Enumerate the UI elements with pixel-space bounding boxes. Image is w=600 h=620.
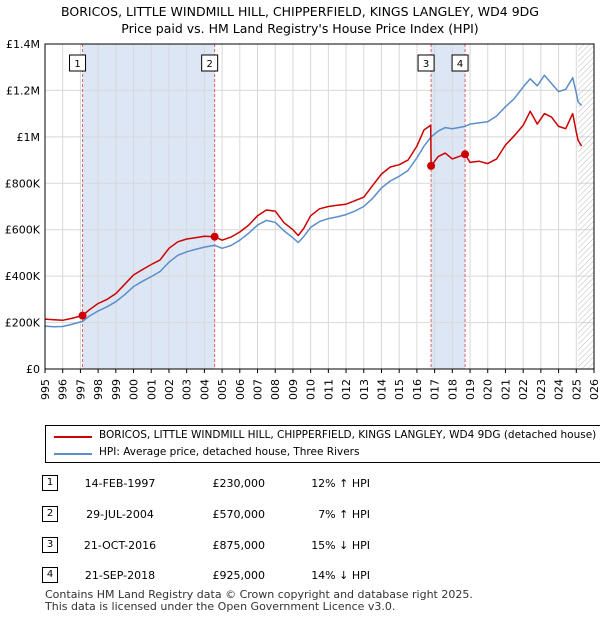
transaction-date: 21-OCT-2016 <box>83 539 157 552</box>
transaction-number-label: 2 <box>206 59 212 70</box>
transaction-row: 3 21-OCT-2016 £875,000 15% ↓ HPI <box>0 536 600 556</box>
x-tick-label: 2015 <box>393 379 406 400</box>
transaction-price: £570,000 <box>212 508 266 521</box>
x-tick-label: 2004 <box>198 379 211 400</box>
transaction-hpi-diff: 7% ↑ HPI <box>318 508 370 521</box>
forecast-hatch <box>578 44 594 369</box>
transaction-hpi-diff: 12% ↑ HPI <box>311 477 370 490</box>
x-tick-label: 2012 <box>340 379 353 400</box>
transaction-number-label: 3 <box>423 59 429 70</box>
x-tick-label: 2023 <box>535 379 548 400</box>
transaction-number-box <box>201 54 219 72</box>
legend-label-property: BORICOS, LITTLE WINDMILL HILL, CHIPPERFI… <box>99 429 597 441</box>
x-tick-label: 2022 <box>517 379 530 400</box>
y-tick-label: £200K <box>5 317 41 330</box>
x-tick-label: 2001 <box>145 379 158 400</box>
transaction-date: 14-FEB-1997 <box>84 477 156 490</box>
hpi-line <box>45 74 583 328</box>
y-tick-label: £1.4M <box>6 38 40 51</box>
transaction-number: 4 <box>42 567 58 583</box>
x-tick-label: 2011 <box>322 379 335 400</box>
x-tick-label: 2024 <box>553 379 566 400</box>
x-tick-label: 2010 <box>305 379 318 400</box>
transaction-number: 1 <box>42 475 58 491</box>
y-tick-label: £1M <box>17 131 41 144</box>
x-tick-label: 1999 <box>110 379 123 400</box>
legend-item-property: BORICOS, LITTLE WINDMILL HILL, CHIPPERFI… <box>46 428 600 444</box>
chart-title: BORICOS, LITTLE WINDMILL HILL, CHIPPERFI… <box>61 4 539 19</box>
transaction-point <box>78 311 87 320</box>
legend-swatch-property <box>54 436 92 438</box>
x-tick-label: 2014 <box>375 379 388 400</box>
transaction-number-label: 1 <box>74 59 80 70</box>
ownership-span <box>431 44 466 369</box>
plot-frame <box>44 43 595 370</box>
x-tick-label: 2008 <box>269 379 282 400</box>
x-tick-label: 2016 <box>411 379 424 400</box>
footer-line-2: This data is licensed under the Open Gov… <box>45 600 396 613</box>
transaction-date: 21-SEP-2018 <box>84 569 156 582</box>
x-tick-label: 2025 <box>570 379 583 400</box>
transaction-hpi-diff: 15% ↓ HPI <box>311 539 370 552</box>
y-tick-label: £1.2M <box>6 84 40 97</box>
x-tick-label: 2009 <box>287 379 300 400</box>
x-tick-label: 1998 <box>92 379 105 400</box>
y-tick-label: £600K <box>5 224 41 237</box>
x-tick-label: 2018 <box>446 379 459 400</box>
price-chart: 1 2 3 4 £0 £200K £400K £600K £800K £1M £1.2M £1.4M… <box>5 38 600 400</box>
transaction-point <box>210 232 219 241</box>
property-price-line <box>45 110 583 322</box>
x-tick-label: 1995 <box>39 379 52 400</box>
chart-legend: BORICOS, LITTLE WINDMILL HILL, CHIPPERFI… <box>45 425 600 463</box>
x-tick-label: 2019 <box>464 379 477 400</box>
x-tick-label: 2021 <box>499 379 512 400</box>
x-tick-label: 2007 <box>252 379 265 400</box>
x-tick-label: 2013 <box>358 379 371 400</box>
x-tick-label: 2017 <box>429 379 442 400</box>
transaction-date: 29-JUL-2004 <box>86 508 154 521</box>
transaction-point <box>427 161 436 170</box>
footer-credits: Contains HM Land Registry data © Crown c… <box>45 589 473 613</box>
x-tick-label: 2020 <box>482 379 495 400</box>
legend-label-hpi: HPI: Average price, detached house, Thre… <box>99 446 360 458</box>
y-tick-label: £400K <box>5 270 41 283</box>
x-tick-label: 2003 <box>181 379 194 400</box>
footer-line-1: Contains HM Land Registry data © Crown c… <box>45 588 473 601</box>
transaction-number: 2 <box>42 506 58 522</box>
y-tick-label: £0 <box>26 363 40 376</box>
transaction-price: £925,000 <box>212 569 266 582</box>
transaction-row: 4 21-SEP-2018 £925,000 14% ↓ HPI <box>0 566 600 586</box>
legend-swatch-hpi <box>54 453 92 455</box>
x-tick-label: 1997 <box>74 379 87 400</box>
transaction-number: 3 <box>42 537 58 553</box>
x-tick-label: 2006 <box>234 379 247 400</box>
transaction-price: £230,000 <box>212 477 266 490</box>
x-tick-label: 1996 <box>57 379 70 400</box>
transaction-number-label: 4 <box>457 59 463 70</box>
transaction-row: 1 14-FEB-1997 £230,000 12% ↑ HPI <box>0 474 600 494</box>
chart-subtitle: Price paid vs. HM Land Registry's House … <box>121 21 479 36</box>
transaction-point <box>461 150 470 159</box>
transaction-number-box <box>69 54 87 72</box>
transaction-hpi-diff: 14% ↓ HPI <box>311 569 370 582</box>
y-tick-label: £800K <box>5 177 41 190</box>
x-tick-label: 2005 <box>216 379 229 400</box>
ownership-span <box>82 44 215 369</box>
legend-item-hpi: HPI: Average price, detached house, Thre… <box>46 445 600 461</box>
x-tick-label: 2000 <box>128 379 141 400</box>
x-tick-label: 2002 <box>163 379 176 400</box>
x-tick-label: 2026 <box>588 379 600 400</box>
transaction-row: 2 29-JUL-2004 £570,000 7% ↑ HPI <box>0 505 600 525</box>
transaction-price: £875,000 <box>212 539 266 552</box>
transaction-number-box <box>417 54 435 72</box>
transaction-number-box <box>451 54 469 72</box>
